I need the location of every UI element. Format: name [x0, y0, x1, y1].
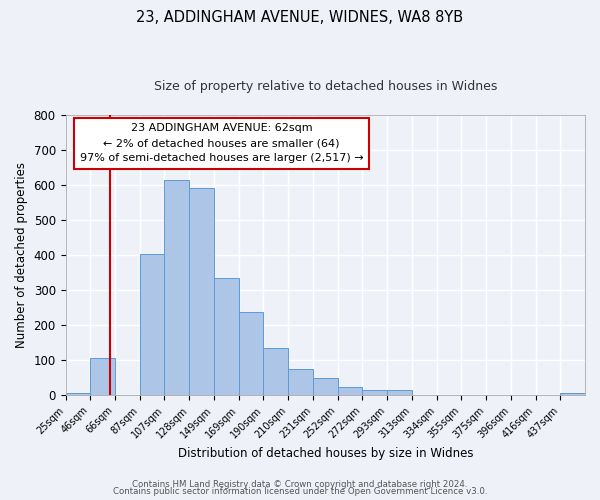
Bar: [90, 358, 115, 396]
Y-axis label: Number of detached properties: Number of detached properties: [15, 162, 28, 348]
Bar: [560, 392, 585, 396]
Title: Size of property relative to detached houses in Widnes: Size of property relative to detached ho…: [154, 80, 497, 93]
Bar: [239, 312, 263, 396]
X-axis label: Distribution of detached houses by size in Widnes: Distribution of detached houses by size …: [178, 447, 473, 460]
Bar: [140, 254, 164, 396]
Bar: [387, 390, 412, 396]
Bar: [288, 368, 313, 396]
Text: Contains HM Land Registry data © Crown copyright and database right 2024.: Contains HM Land Registry data © Crown c…: [132, 480, 468, 489]
Text: Contains public sector information licensed under the Open Government Licence v3: Contains public sector information licen…: [113, 487, 487, 496]
Bar: [362, 390, 387, 396]
Bar: [338, 386, 362, 396]
Bar: [65, 393, 90, 396]
Text: 23 ADDINGHAM AVENUE: 62sqm
← 2% of detached houses are smaller (64)
97% of semi-: 23 ADDINGHAM AVENUE: 62sqm ← 2% of detac…: [80, 124, 363, 163]
Bar: [214, 278, 239, 396]
Bar: [263, 348, 288, 396]
Bar: [313, 378, 338, 396]
Text: 23, ADDINGHAM AVENUE, WIDNES, WA8 8YB: 23, ADDINGHAM AVENUE, WIDNES, WA8 8YB: [136, 10, 464, 25]
Bar: [189, 188, 214, 396]
Bar: [164, 180, 189, 396]
